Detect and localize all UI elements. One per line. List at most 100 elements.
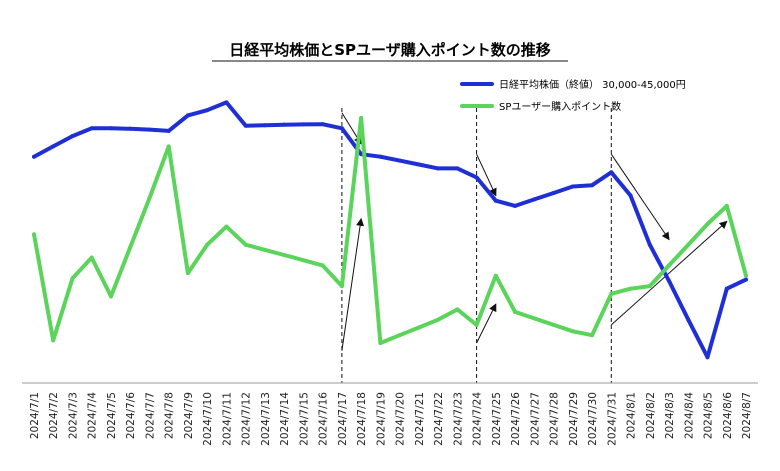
data-point-nikkei xyxy=(282,122,287,127)
data-point-nikkei xyxy=(108,126,113,131)
data-point-nikkei xyxy=(513,203,518,208)
data-point-nikkei xyxy=(339,126,344,131)
x-axis-ticks: 2024/7/1 2024/7/2 2024/7/3 2024/7/4 2024/7/5… xyxy=(29,392,753,446)
data-point-nikkei xyxy=(205,108,210,113)
data-point-nikkei xyxy=(532,197,537,202)
x-tick-label: 2024/7/1 xyxy=(29,392,41,439)
data-point-nikkei xyxy=(667,278,672,283)
annotation-arrows xyxy=(341,112,728,351)
data-point-sp-points xyxy=(320,263,325,268)
data-point-nikkei xyxy=(551,190,556,195)
data-point-sp-points xyxy=(647,284,652,289)
annotation-arrow xyxy=(341,217,365,351)
data-point-sp-points xyxy=(70,276,75,281)
data-point-nikkei xyxy=(320,122,325,127)
data-point-nikkei xyxy=(378,154,383,159)
data-point-nikkei xyxy=(147,127,152,132)
data-point-nikkei xyxy=(590,183,595,188)
data-point-sp-points xyxy=(474,322,479,327)
data-point-nikkei xyxy=(455,166,460,171)
series-layer xyxy=(32,100,748,360)
x-tick-label: 2024/7/31 xyxy=(606,392,618,446)
x-tick-label: 2024/7/21 xyxy=(414,392,426,446)
data-point-sp-points xyxy=(224,224,229,229)
data-point-sp-points xyxy=(436,317,441,322)
data-point-nikkei xyxy=(474,175,479,180)
data-point-nikkei xyxy=(243,123,248,128)
data-point-nikkei xyxy=(262,123,267,128)
x-tick-label: 2024/7/10 xyxy=(202,392,214,446)
legend: 日経平均株価（終値） 30,000-45,000円 SPユーザー購入ポイント数 xyxy=(460,78,686,113)
data-point-sp-points xyxy=(205,242,210,247)
x-tick-label: 2024/7/29 xyxy=(568,392,580,446)
x-tick-label: 2024/7/28 xyxy=(549,392,561,446)
data-point-sp-points xyxy=(493,273,498,278)
x-tick-label: 2024/8/2 xyxy=(645,392,657,439)
data-point-sp-points xyxy=(301,258,306,263)
data-point-nikkei xyxy=(224,100,229,105)
data-point-sp-points xyxy=(359,115,364,120)
data-point-nikkei xyxy=(70,134,75,139)
data-point-nikkei xyxy=(609,170,614,175)
data-point-sp-points xyxy=(455,307,460,312)
data-point-nikkei xyxy=(705,355,710,360)
data-point-nikkei xyxy=(686,317,691,322)
x-tick-label: 2024/7/3 xyxy=(67,392,79,439)
data-point-nikkei xyxy=(570,184,575,189)
data-point-nikkei xyxy=(744,277,748,282)
data-point-nikkei xyxy=(166,128,171,133)
x-tick-label: 2024/7/25 xyxy=(491,392,503,446)
data-point-nikkei xyxy=(128,126,133,131)
x-tick-label: 2024/8/1 xyxy=(626,392,638,439)
x-tick-label: 2024/7/16 xyxy=(318,392,330,446)
x-tick-label: 2024/7/6 xyxy=(125,392,137,439)
data-point-sp-points xyxy=(416,325,421,330)
x-tick-label: 2024/7/8 xyxy=(164,392,176,439)
data-point-sp-points xyxy=(282,253,287,258)
data-point-sp-points xyxy=(147,196,152,201)
data-point-sp-points xyxy=(744,273,748,278)
data-point-nikkei xyxy=(493,198,498,203)
data-point-sp-points xyxy=(185,271,190,276)
data-point-sp-points xyxy=(513,309,518,314)
x-tick-label: 2024/7/5 xyxy=(106,392,118,439)
x-tick-label: 2024/7/4 xyxy=(87,392,99,439)
legend-label-nikkei: 日経平均株価（終値） 30,000-45,000円 xyxy=(499,78,686,91)
legend-label-sp-points: SPユーザー購入ポイント数 xyxy=(499,100,621,113)
x-tick-label: 2024/7/2 xyxy=(48,392,60,439)
annotation-arrow xyxy=(476,153,497,197)
data-point-sp-points xyxy=(166,144,171,149)
data-point-nikkei xyxy=(89,126,94,131)
x-tick-label: 2024/8/6 xyxy=(722,392,734,439)
x-tick-label: 2024/7/22 xyxy=(433,392,445,446)
annotation-arrow xyxy=(476,303,497,344)
data-point-nikkei xyxy=(397,158,402,163)
data-point-sp-points xyxy=(570,329,575,334)
period-dividers xyxy=(341,108,612,383)
x-tick-label: 2024/7/7 xyxy=(144,392,156,439)
annotation-arrow xyxy=(610,220,728,326)
data-point-sp-points xyxy=(724,203,729,208)
x-tick-label: 2024/7/14 xyxy=(279,392,291,446)
x-tick-label: 2024/7/15 xyxy=(298,392,310,446)
series-line-nikkei xyxy=(32,100,748,360)
data-point-sp-points xyxy=(609,291,614,296)
data-point-nikkei xyxy=(724,286,729,291)
data-point-sp-points xyxy=(590,333,595,338)
data-point-sp-points xyxy=(89,255,94,260)
x-tick-label: 2024/7/17 xyxy=(337,392,349,446)
data-point-nikkei xyxy=(185,113,190,118)
x-tick-label: 2024/7/24 xyxy=(472,392,484,446)
data-point-sp-points xyxy=(667,263,672,268)
x-tick-label: 2024/8/3 xyxy=(664,392,676,439)
x-tick-label: 2024/7/19 xyxy=(375,392,387,446)
x-tick-label: 2024/7/20 xyxy=(395,392,407,446)
data-point-sp-points xyxy=(128,245,133,250)
x-tick-label: 2024/7/9 xyxy=(183,392,195,439)
data-point-sp-points xyxy=(705,222,710,226)
x-tick-label: 2024/8/4 xyxy=(683,392,695,439)
data-point-sp-points xyxy=(628,286,633,291)
annotation-arrow xyxy=(610,153,670,241)
data-point-sp-points xyxy=(378,340,383,345)
